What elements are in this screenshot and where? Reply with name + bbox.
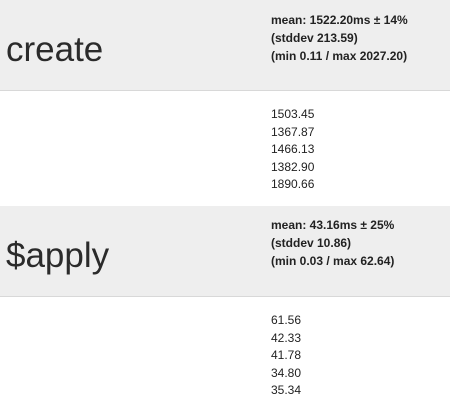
sample-value: 1367.87 — [271, 124, 315, 139]
sample-value: 61.56 — [271, 313, 302, 327]
min-max-text: (min 0.03 / max 62.64) — [271, 254, 395, 268]
mean-text: mean: 43.16ms ± 25% — [271, 218, 395, 232]
sample-value: 42.33 — [271, 330, 302, 345]
benchmark-header: create mean: 1522.20ms ± 14% (stddev 213… — [0, 0, 450, 91]
sample-value: 34.80 — [271, 365, 302, 380]
sample-value: 1466.13 — [271, 142, 315, 156]
sample-value: 1382.90 — [271, 159, 315, 174]
benchmark-stats: mean: 1522.20ms ± 14% (stddev 213.59) (m… — [271, 11, 408, 65]
sample-value: 1890.66 — [271, 177, 315, 191]
benchmark-apply: $apply mean: 43.16ms ± 25% (stddev 10.86… — [0, 206, 450, 410]
benchmark-create: create mean: 1522.20ms ± 14% (stddev 213… — [0, 0, 450, 194]
sample-list: 1503.45 1367.87 1466.13 1382.90 1890.66 — [271, 106, 314, 194]
stddev-text: (stddev 213.59) — [271, 31, 358, 45]
sample-value: 35.34 — [271, 383, 302, 397]
sample-list: 61.56 42.33 41.78 34.80 35.34 — [271, 312, 301, 400]
benchmark-name: create — [6, 30, 104, 69]
min-max-text: (min 0.11 / max 2027.20) — [271, 49, 408, 63]
benchmark-name: $apply — [6, 236, 110, 275]
mean-text: mean: 1522.20ms ± 14% — [271, 13, 408, 27]
sample-value: 1503.45 — [271, 107, 315, 121]
benchmark-header: $apply mean: 43.16ms ± 25% (stddev 10.86… — [0, 206, 450, 297]
sample-value: 41.78 — [271, 348, 302, 362]
stddev-text: (stddev 10.86) — [271, 236, 352, 250]
benchmark-stats: mean: 43.16ms ± 25% (stddev 10.86) (min … — [271, 216, 394, 270]
